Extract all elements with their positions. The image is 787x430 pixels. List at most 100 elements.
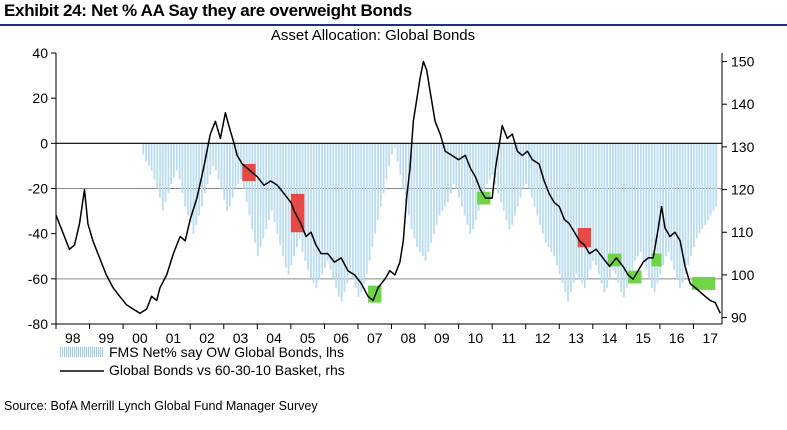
bar bbox=[254, 143, 256, 243]
bar bbox=[147, 143, 150, 166]
bar bbox=[145, 143, 147, 162]
bar bbox=[514, 143, 516, 216]
bar bbox=[463, 143, 466, 216]
bar bbox=[435, 143, 438, 225]
x-tick-label: 08 bbox=[401, 330, 417, 346]
bar bbox=[421, 143, 424, 257]
bar bbox=[402, 143, 405, 189]
x-tick-label: 04 bbox=[266, 330, 282, 346]
left-tick-label: -20 bbox=[28, 181, 48, 197]
bar bbox=[516, 143, 519, 207]
bar bbox=[379, 143, 382, 207]
bar bbox=[153, 143, 156, 180]
bar bbox=[351, 143, 354, 279]
bar bbox=[173, 143, 175, 178]
bar bbox=[156, 143, 159, 189]
bar bbox=[164, 143, 167, 203]
left-tick-label: 20 bbox=[32, 90, 48, 106]
bar bbox=[494, 143, 497, 184]
bar bbox=[234, 143, 237, 189]
bar bbox=[363, 143, 365, 284]
bar bbox=[438, 143, 441, 216]
bar bbox=[175, 143, 178, 171]
bar bbox=[449, 143, 452, 194]
bar bbox=[564, 143, 567, 293]
bar bbox=[192, 143, 195, 234]
bar bbox=[653, 143, 656, 293]
bar bbox=[620, 143, 623, 293]
bar bbox=[231, 143, 234, 198]
bar bbox=[298, 143, 301, 239]
bar bbox=[455, 143, 458, 189]
bar bbox=[589, 143, 592, 270]
bar bbox=[189, 143, 192, 223]
bar bbox=[329, 143, 332, 270]
bar bbox=[706, 143, 709, 221]
bar bbox=[656, 143, 659, 284]
bar bbox=[609, 143, 611, 279]
bar bbox=[676, 143, 678, 279]
bar bbox=[452, 143, 455, 184]
bar bbox=[519, 143, 522, 198]
bar bbox=[611, 143, 614, 270]
x-tick-label: 99 bbox=[99, 330, 115, 346]
x-tick-label: 06 bbox=[333, 330, 349, 346]
bar bbox=[578, 143, 581, 279]
bar bbox=[539, 143, 542, 225]
left-tick-label: 0 bbox=[40, 135, 48, 151]
bar bbox=[617, 143, 620, 284]
bar bbox=[662, 143, 664, 266]
bar bbox=[505, 143, 508, 221]
bar bbox=[209, 143, 212, 175]
bar bbox=[553, 143, 555, 257]
bar bbox=[690, 143, 692, 257]
bar bbox=[142, 143, 145, 155]
bar bbox=[215, 143, 217, 171]
bar bbox=[416, 143, 419, 248]
bar bbox=[606, 143, 609, 288]
left-axis-ticks: 40 20 0 -20 -40 -60 -80 bbox=[28, 45, 56, 332]
bar bbox=[586, 143, 589, 279]
bar bbox=[354, 143, 357, 288]
x-tick-label: 98 bbox=[65, 330, 81, 346]
bar bbox=[637, 143, 639, 257]
bar bbox=[712, 143, 715, 212]
bar bbox=[284, 143, 287, 268]
bar bbox=[648, 143, 651, 279]
bar bbox=[206, 143, 209, 184]
bar bbox=[195, 143, 198, 225]
bar bbox=[709, 143, 712, 216]
reference-lines bbox=[56, 188, 722, 280]
right-tick-label: 120 bbox=[731, 182, 755, 198]
bar bbox=[511, 143, 514, 225]
bar bbox=[536, 143, 539, 216]
bar bbox=[704, 143, 706, 225]
bar bbox=[645, 143, 648, 270]
bar bbox=[228, 143, 231, 207]
bar bbox=[318, 143, 321, 279]
bar bbox=[569, 143, 572, 293]
bar bbox=[326, 143, 329, 261]
bar bbox=[692, 143, 695, 248]
bar bbox=[181, 143, 184, 194]
bar bbox=[715, 143, 718, 207]
bar bbox=[650, 143, 653, 288]
bar bbox=[368, 143, 371, 261]
bar bbox=[287, 143, 290, 275]
bar bbox=[393, 143, 396, 148]
bar bbox=[678, 143, 681, 288]
x-tick-label: 07 bbox=[367, 330, 383, 346]
bar bbox=[270, 143, 273, 212]
bar bbox=[628, 143, 631, 279]
right-axis-ticks: 150 140 130 120 110 100 90 bbox=[722, 54, 755, 326]
bar bbox=[491, 143, 494, 175]
bar bbox=[343, 143, 346, 293]
line-series-path bbox=[55, 60, 721, 315]
bar bbox=[581, 143, 583, 284]
x-tick-label: 11 bbox=[502, 330, 517, 346]
highlight-box-green bbox=[691, 277, 716, 290]
bar bbox=[357, 143, 360, 297]
bar bbox=[614, 143, 617, 275]
bar bbox=[488, 143, 491, 180]
x-tick-label: 05 bbox=[300, 330, 316, 346]
